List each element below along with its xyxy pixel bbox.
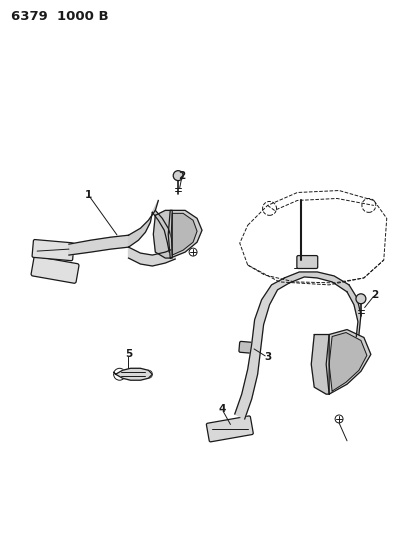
Polygon shape [326, 329, 371, 394]
Circle shape [356, 294, 366, 304]
Text: 4: 4 [218, 404, 226, 414]
Text: 2: 2 [371, 290, 379, 300]
Text: 2: 2 [179, 171, 186, 181]
Polygon shape [171, 213, 197, 255]
Polygon shape [129, 200, 158, 247]
Polygon shape [284, 272, 349, 292]
FancyBboxPatch shape [31, 256, 79, 283]
FancyBboxPatch shape [239, 342, 257, 353]
Polygon shape [168, 211, 202, 258]
Text: 5: 5 [125, 350, 132, 359]
Text: 3: 3 [264, 352, 271, 362]
FancyBboxPatch shape [206, 416, 253, 442]
Circle shape [173, 171, 183, 181]
Polygon shape [347, 285, 361, 340]
Polygon shape [311, 335, 329, 394]
Text: 6379  1000 B: 6379 1000 B [11, 10, 109, 23]
Polygon shape [129, 247, 175, 266]
Polygon shape [113, 368, 152, 380]
Polygon shape [329, 333, 367, 391]
Polygon shape [235, 278, 289, 419]
Text: 1: 1 [85, 190, 93, 200]
Polygon shape [152, 211, 175, 252]
Polygon shape [69, 235, 129, 255]
FancyBboxPatch shape [297, 256, 318, 269]
FancyBboxPatch shape [32, 239, 74, 261]
Polygon shape [153, 211, 172, 258]
